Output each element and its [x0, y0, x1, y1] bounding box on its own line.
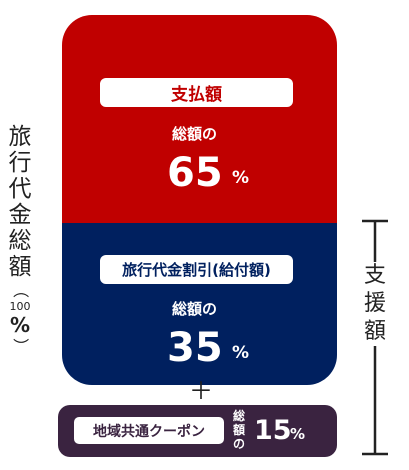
payment-share-unit: %: [232, 168, 250, 188]
coupon-label-pill: 地域共通クーポン: [74, 417, 224, 444]
total-block: 支払額 総額の 65 % 旅行代金割引(給付額) 総額の 35 %: [62, 15, 337, 385]
coupon-share-unit: %: [290, 425, 306, 443]
support-label-char: 支: [363, 263, 386, 288]
discount-share-label: 総額の: [172, 300, 218, 318]
coupon-share-char: 総: [232, 409, 245, 423]
total-label-char: 代: [8, 176, 32, 202]
total-label-char: 行: [8, 150, 32, 176]
coupon-section: 地域共通クーポン 総 額 の 15 %: [58, 405, 337, 457]
discount-share-value: 35: [167, 325, 223, 371]
payment-share-label: 総額の: [172, 125, 218, 143]
plus-sign: ＋: [189, 377, 213, 405]
discount-section: [62, 223, 337, 385]
total-number: 100: [9, 300, 31, 313]
support-label-char: 援: [363, 291, 386, 316]
support-amount-label: 支 援 額: [360, 262, 390, 346]
payment-share-value: 65: [167, 150, 223, 196]
coupon-share-char: 額: [232, 423, 245, 437]
support-label-char: 額: [363, 319, 386, 344]
coupon-share-label: 総 額 の: [232, 409, 246, 451]
total-label-char: 旅: [8, 124, 32, 150]
total-amount-label: 旅 行 代 金 総 額 （ 100 % ）: [4, 124, 36, 356]
total-label-char: 金: [8, 202, 32, 228]
coupon-share-value: 15: [254, 415, 292, 446]
coupon-share-char: の: [232, 437, 245, 451]
total-paren-open: （: [10, 281, 30, 299]
total-label-char: 額: [8, 254, 32, 280]
discount-label-pill: 旅行代金割引(給付額): [100, 255, 293, 284]
total-label-char: 総: [8, 228, 32, 254]
discount-share-unit: %: [232, 343, 250, 363]
payment-label-pill: 支払額: [100, 78, 293, 107]
total-percent: %: [9, 313, 31, 337]
total-paren-close: ）: [10, 337, 30, 355]
payment-section: [62, 15, 337, 223]
